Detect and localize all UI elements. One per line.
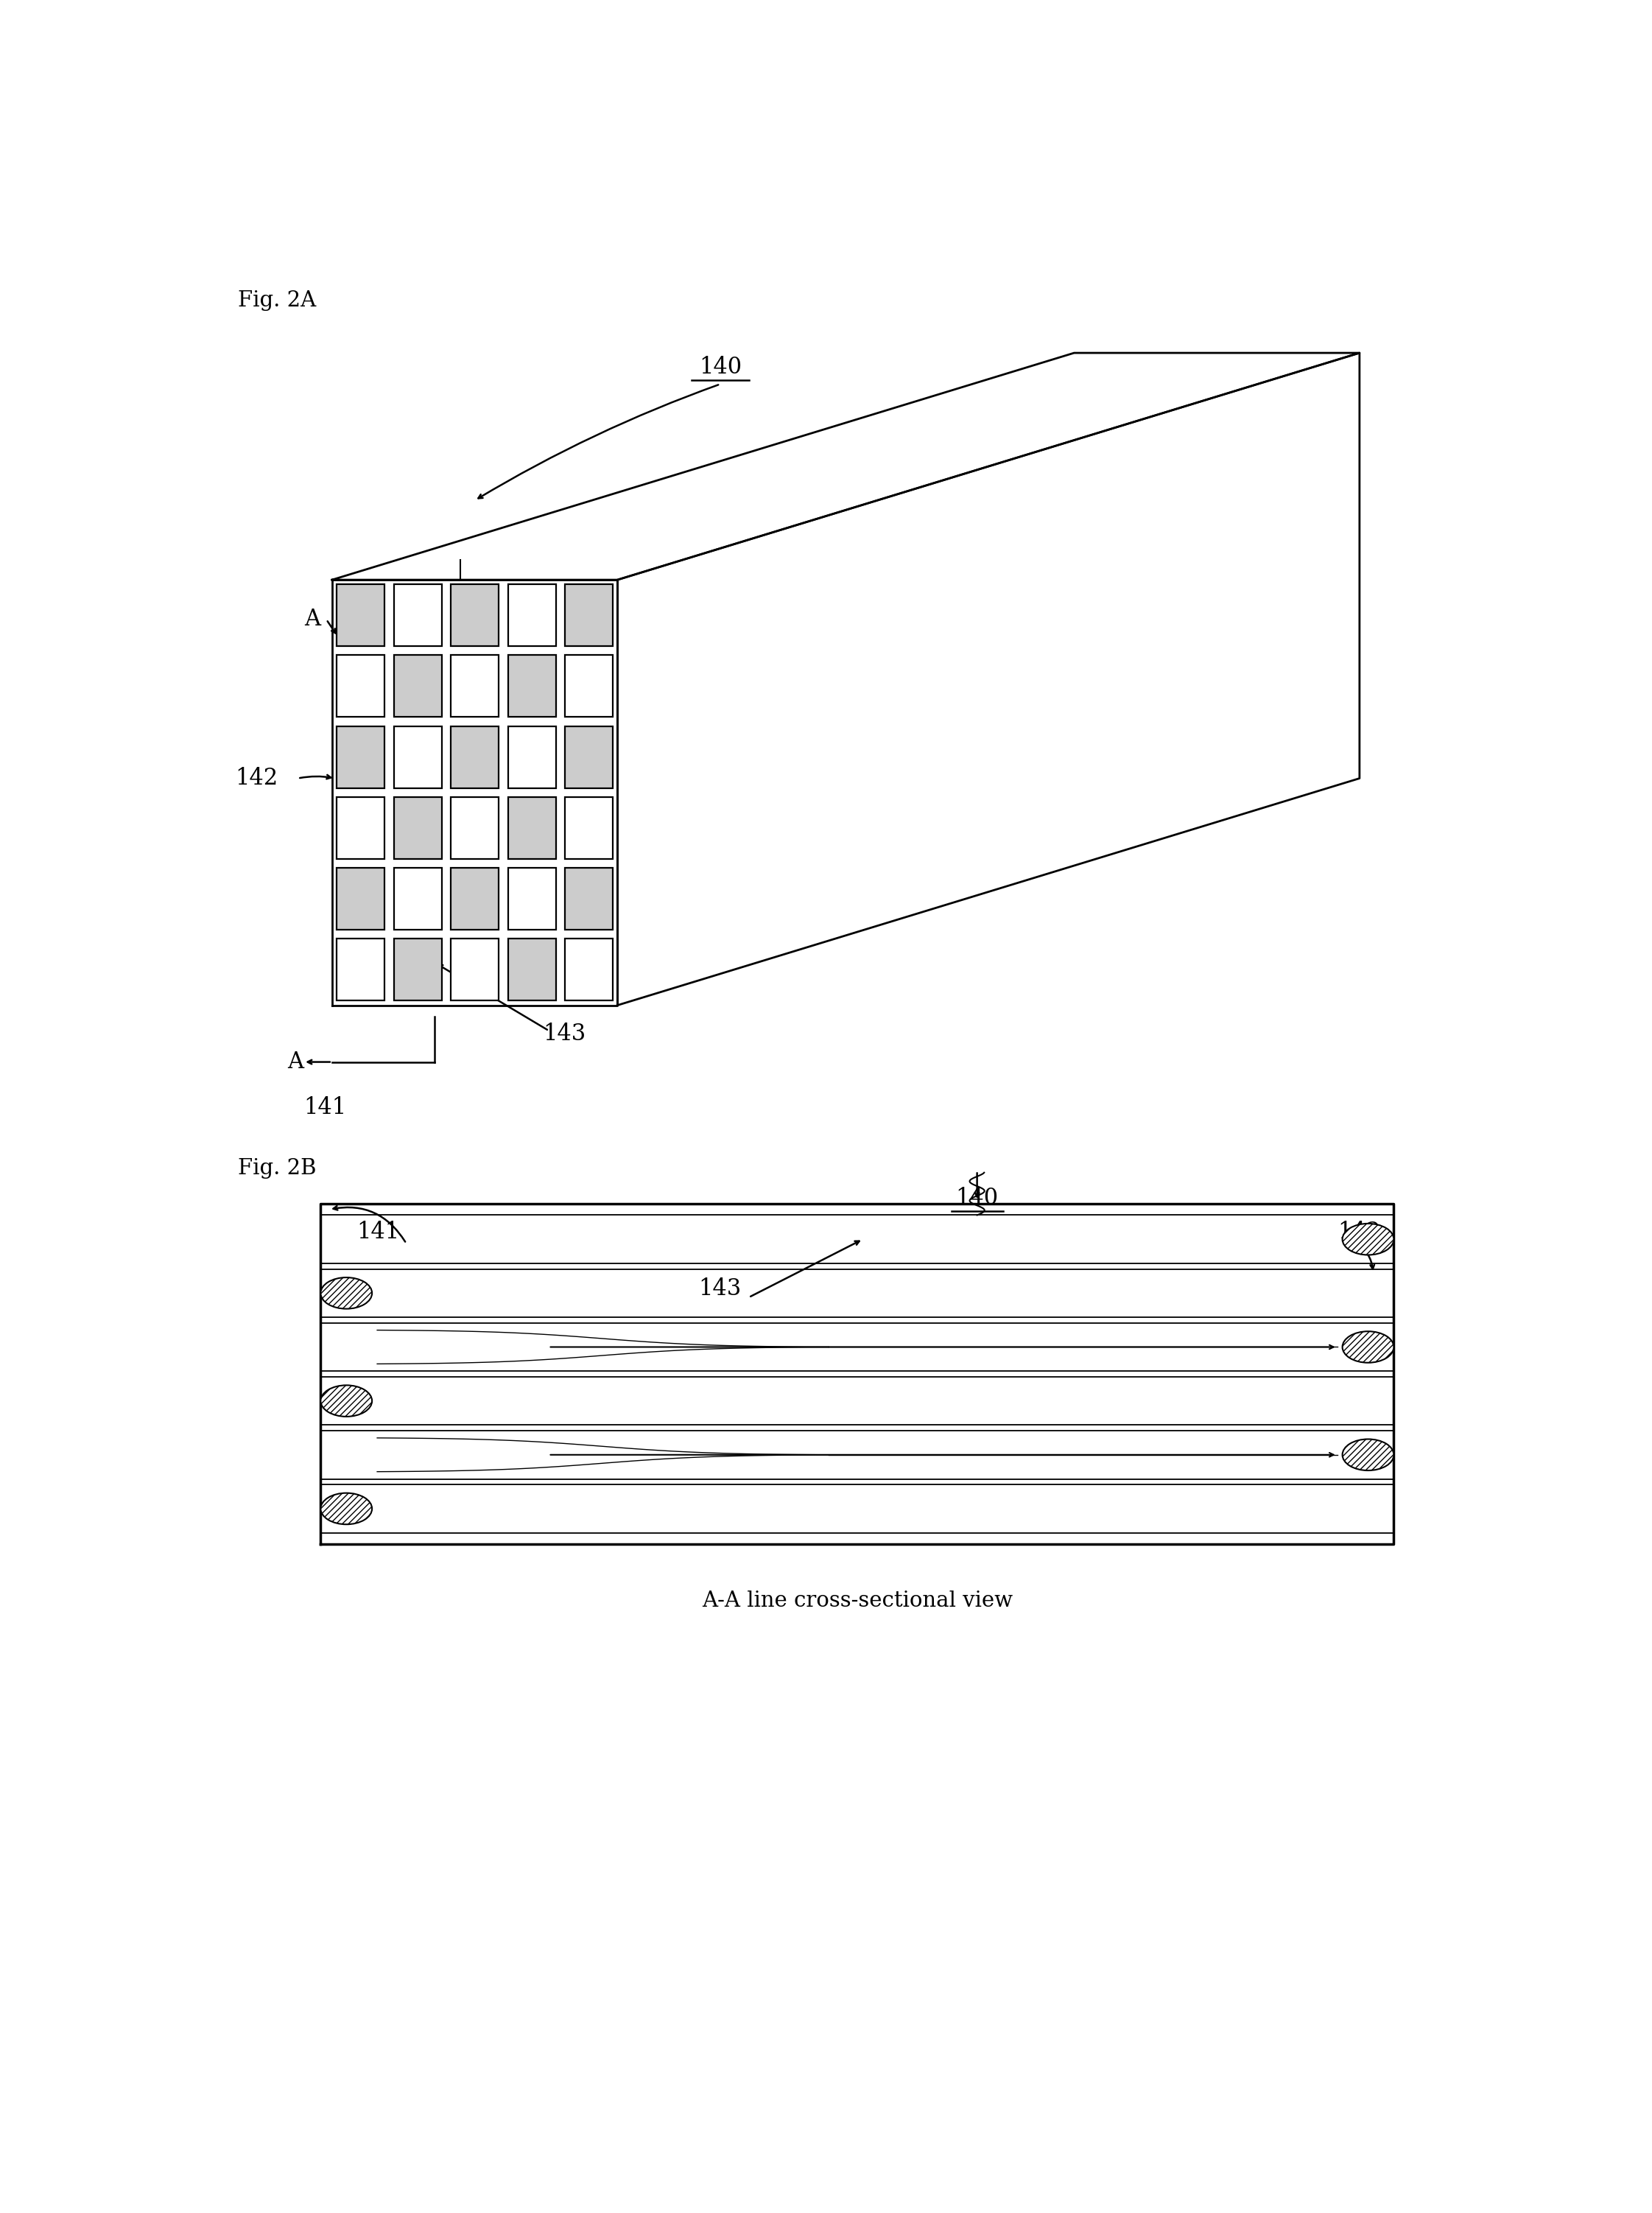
Bar bbox=[451, 584, 499, 646]
Bar bbox=[451, 938, 499, 1000]
Bar bbox=[337, 797, 385, 859]
Bar bbox=[565, 655, 613, 717]
Bar bbox=[393, 867, 441, 929]
Bar bbox=[565, 797, 613, 859]
Polygon shape bbox=[618, 352, 1360, 1005]
Bar bbox=[393, 938, 441, 1000]
Bar bbox=[337, 938, 385, 1000]
Ellipse shape bbox=[320, 1277, 372, 1308]
Polygon shape bbox=[332, 580, 618, 1005]
Bar bbox=[337, 726, 385, 788]
Ellipse shape bbox=[320, 1385, 372, 1416]
Text: Fig. 2A: Fig. 2A bbox=[238, 290, 316, 312]
Ellipse shape bbox=[1343, 1332, 1394, 1363]
Bar bbox=[393, 655, 441, 717]
Bar bbox=[393, 726, 441, 788]
Bar bbox=[507, 584, 555, 646]
Text: 141: 141 bbox=[357, 1222, 400, 1244]
Text: 140: 140 bbox=[955, 1186, 998, 1211]
Text: A: A bbox=[287, 1051, 304, 1073]
Text: 142: 142 bbox=[235, 768, 278, 790]
Bar bbox=[393, 584, 441, 646]
Ellipse shape bbox=[1343, 1224, 1394, 1255]
Bar bbox=[451, 797, 499, 859]
Text: 143: 143 bbox=[699, 1277, 742, 1301]
Bar bbox=[451, 726, 499, 788]
Text: Fig. 2B: Fig. 2B bbox=[238, 1157, 316, 1180]
Text: 140: 140 bbox=[699, 356, 742, 378]
Bar bbox=[507, 726, 555, 788]
Bar bbox=[565, 867, 613, 929]
Text: A: A bbox=[304, 609, 320, 631]
Bar bbox=[337, 584, 385, 646]
Bar bbox=[565, 938, 613, 1000]
Bar bbox=[507, 797, 555, 859]
Bar bbox=[507, 867, 555, 929]
Bar bbox=[337, 655, 385, 717]
Bar bbox=[337, 867, 385, 929]
Bar bbox=[451, 655, 499, 717]
Polygon shape bbox=[332, 352, 1360, 580]
Text: 142: 142 bbox=[1338, 1222, 1381, 1244]
Bar bbox=[507, 938, 555, 1000]
Ellipse shape bbox=[320, 1494, 372, 1525]
Polygon shape bbox=[320, 1204, 1394, 1545]
Bar bbox=[393, 797, 441, 859]
Text: 141: 141 bbox=[304, 1095, 347, 1120]
Bar bbox=[565, 726, 613, 788]
Bar bbox=[565, 584, 613, 646]
Bar bbox=[451, 867, 499, 929]
Bar bbox=[507, 655, 555, 717]
Ellipse shape bbox=[1343, 1438, 1394, 1469]
Text: A-A line cross-sectional view: A-A line cross-sectional view bbox=[702, 1591, 1013, 1611]
Text: 143: 143 bbox=[544, 1022, 586, 1045]
